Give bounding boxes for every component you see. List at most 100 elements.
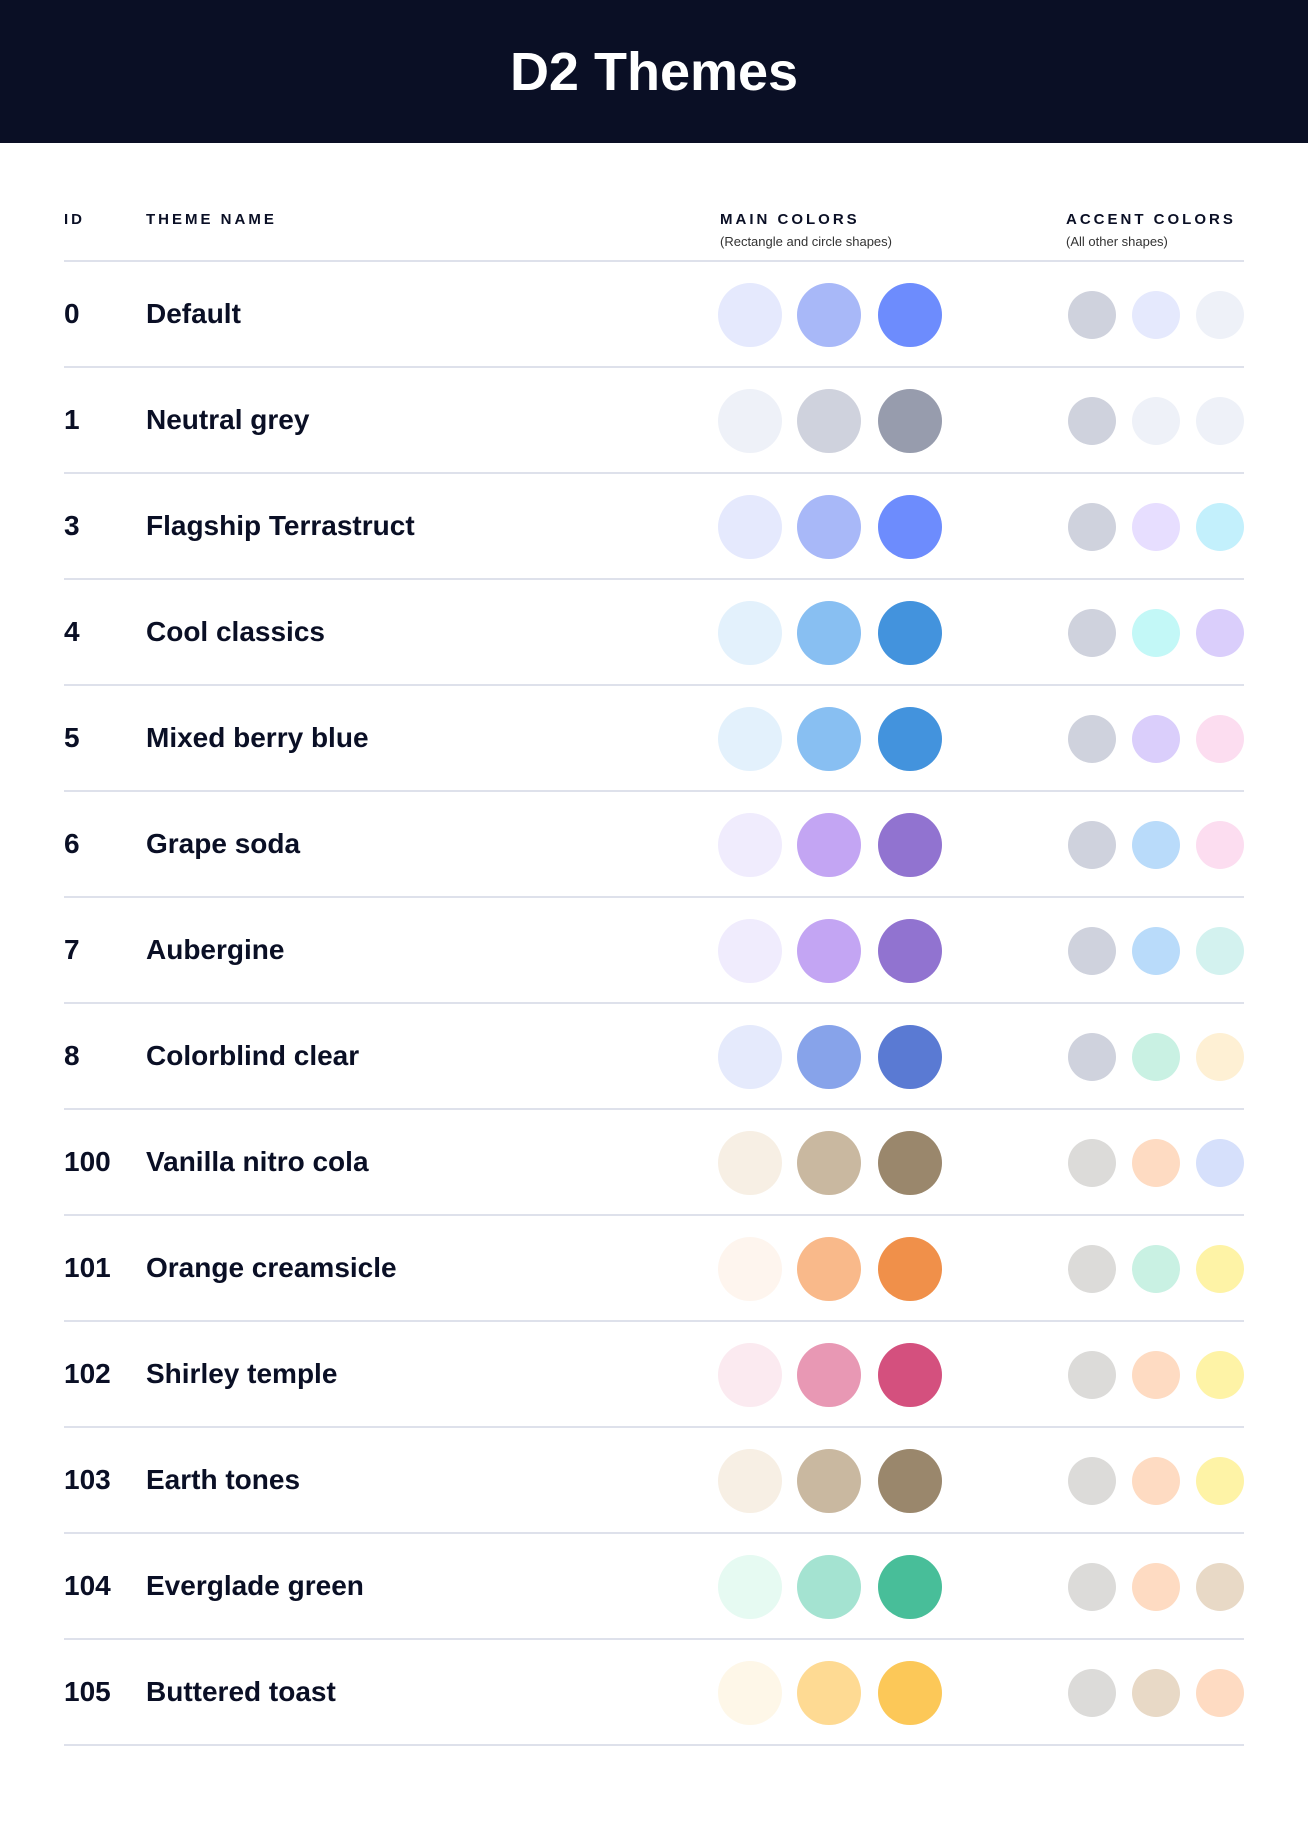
accent-color-swatch	[1132, 1033, 1180, 1081]
main-color-swatch	[797, 1237, 861, 1301]
theme-name: Neutral grey	[146, 404, 310, 435]
theme-row: 104 Everglade green	[0, 1534, 1308, 1640]
theme-id: 101	[64, 1252, 111, 1283]
accent-color-swatch	[1196, 397, 1244, 445]
col-subheader-main: (Rectangle and circle shapes)	[720, 234, 892, 249]
main-color-swatch	[878, 919, 942, 983]
accent-color-swatch	[1068, 715, 1116, 763]
theme-row: 6 Grape soda	[0, 792, 1308, 898]
accent-color-swatch	[1196, 1351, 1244, 1399]
accent-color-swatch	[1196, 715, 1244, 763]
theme-name: Aubergine	[146, 934, 285, 965]
theme-row: 103 Earth tones	[0, 1428, 1308, 1534]
theme-row: 4 Cool classics	[0, 580, 1308, 686]
theme-name: Colorblind clear	[146, 1040, 360, 1071]
theme-name: Earth tones	[146, 1464, 301, 1495]
accent-color-swatch	[1132, 609, 1180, 657]
main-color-swatch	[718, 389, 782, 453]
row-divider	[64, 1108, 1244, 1110]
col-header-main: MAIN COLORS	[720, 211, 860, 228]
main-color-swatch	[718, 1449, 782, 1513]
theme-name: Default	[146, 298, 241, 329]
theme-row: 8 Colorblind clear	[0, 1004, 1308, 1110]
main-color-swatch	[718, 1343, 782, 1407]
main-color-swatch	[797, 1661, 861, 1725]
row-divider	[64, 1320, 1244, 1322]
accent-color-swatch	[1068, 927, 1116, 975]
theme-id: 100	[64, 1146, 111, 1177]
main-color-swatch	[718, 813, 782, 877]
main-color-swatch	[718, 1555, 782, 1619]
main-color-swatch	[797, 1555, 861, 1619]
main-color-swatch	[718, 1131, 782, 1195]
accent-color-swatch	[1196, 609, 1244, 657]
main-color-swatch	[878, 1025, 942, 1089]
row-divider	[64, 472, 1244, 474]
theme-row: 5 Mixed berry blue	[0, 686, 1308, 792]
accent-color-swatch	[1068, 1563, 1116, 1611]
main-color-swatch	[878, 1661, 942, 1725]
accent-color-swatch	[1196, 927, 1244, 975]
accent-color-swatch	[1196, 1033, 1244, 1081]
theme-row: 102 Shirley temple	[0, 1322, 1308, 1428]
main-color-swatch	[797, 601, 861, 665]
main-color-swatch	[718, 1661, 782, 1725]
theme-name: Shirley temple	[146, 1358, 338, 1389]
main-color-swatch	[878, 813, 942, 877]
row-divider	[64, 790, 1244, 792]
col-subheader-accent: (All other shapes)	[1066, 234, 1168, 249]
main-color-swatch	[878, 601, 942, 665]
row-divider	[64, 1638, 1244, 1640]
main-color-swatch	[797, 1025, 861, 1089]
accent-color-swatch	[1132, 821, 1180, 869]
theme-row: 1 Neutral grey	[0, 368, 1308, 474]
accent-color-swatch	[1132, 927, 1180, 975]
main-color-swatch	[718, 495, 782, 559]
accent-color-swatch	[1132, 1139, 1180, 1187]
row-divider	[64, 1744, 1244, 1746]
main-color-swatch	[878, 495, 942, 559]
main-color-swatch	[797, 813, 861, 877]
main-color-swatch	[797, 1131, 861, 1195]
accent-color-swatch	[1068, 1669, 1116, 1717]
theme-id: 4	[64, 616, 80, 647]
accent-color-swatch	[1196, 821, 1244, 869]
theme-row: 7 Aubergine	[0, 898, 1308, 1004]
theme-id: 105	[64, 1676, 111, 1707]
theme-row: 0 Default	[0, 262, 1308, 368]
main-color-swatch	[718, 1237, 782, 1301]
main-color-swatch	[878, 389, 942, 453]
main-color-swatch	[878, 1449, 942, 1513]
accent-color-swatch	[1068, 1245, 1116, 1293]
main-color-swatch	[878, 1131, 942, 1195]
accent-color-swatch	[1196, 503, 1244, 551]
main-color-swatch	[878, 1343, 942, 1407]
theme-row: 105 Buttered toast	[0, 1640, 1308, 1746]
main-color-swatch	[718, 707, 782, 771]
main-color-swatch	[797, 495, 861, 559]
theme-id: 3	[64, 510, 80, 541]
accent-color-swatch	[1068, 503, 1116, 551]
row-divider	[64, 896, 1244, 898]
theme-name: Grape soda	[146, 828, 301, 859]
col-header-id: ID	[64, 211, 85, 228]
theme-row: 100 Vanilla nitro cola	[0, 1110, 1308, 1216]
col-header-name: THEME NAME	[146, 211, 277, 228]
row-divider	[64, 684, 1244, 686]
accent-color-swatch	[1196, 1457, 1244, 1505]
accent-color-swatch	[1196, 1669, 1244, 1717]
theme-id: 104	[64, 1570, 111, 1601]
theme-name: Vanilla nitro cola	[146, 1146, 369, 1177]
accent-color-swatch	[1132, 397, 1180, 445]
accent-color-swatch	[1196, 1139, 1244, 1187]
theme-id: 6	[64, 828, 80, 859]
accent-color-swatch	[1196, 1245, 1244, 1293]
accent-color-swatch	[1068, 1033, 1116, 1081]
header-bar: D2 Themes	[0, 0, 1308, 143]
accent-color-swatch	[1068, 1139, 1116, 1187]
accent-color-swatch	[1196, 291, 1244, 339]
accent-color-swatch	[1068, 1351, 1116, 1399]
row-divider	[64, 1532, 1244, 1534]
accent-color-swatch	[1132, 1351, 1180, 1399]
accent-color-swatch	[1132, 1669, 1180, 1717]
